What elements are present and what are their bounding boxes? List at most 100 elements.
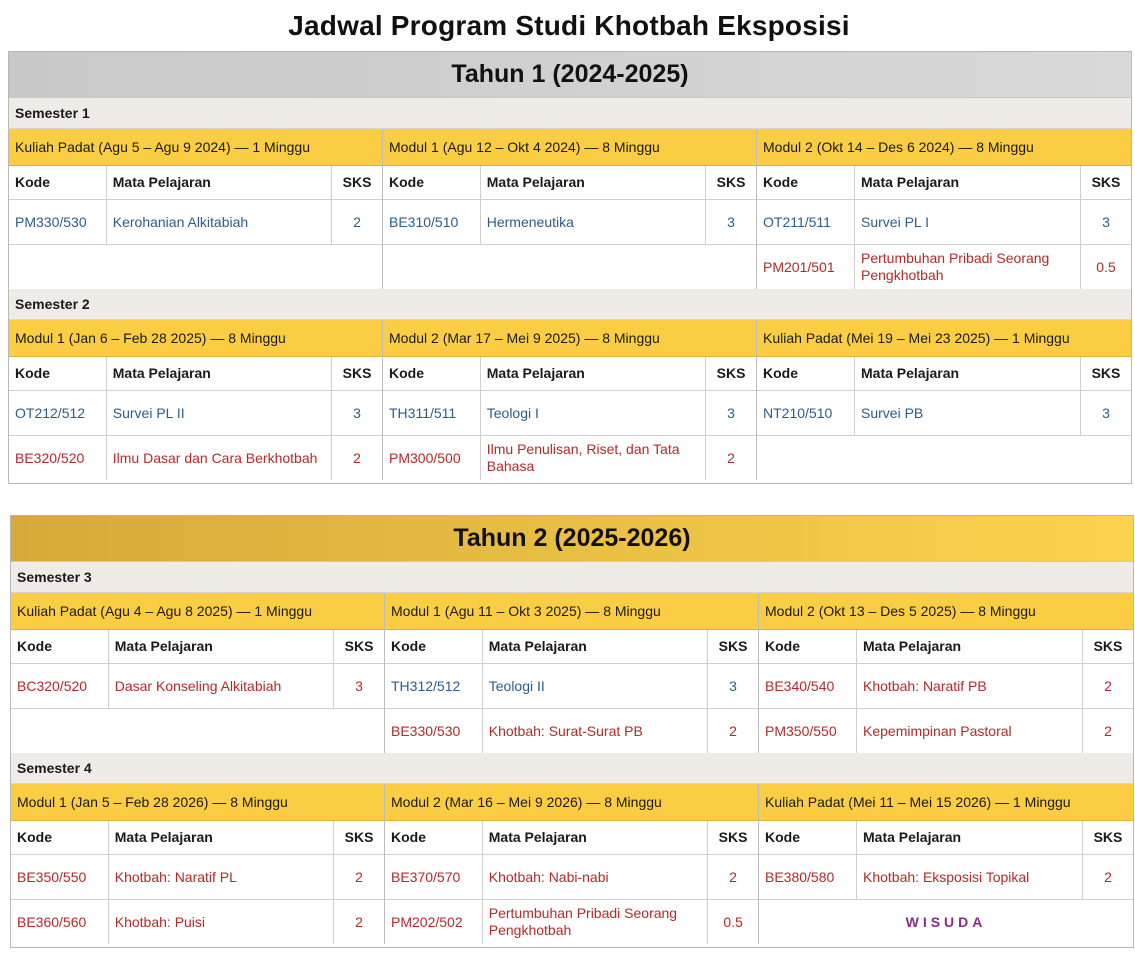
course-row: PM201/501 Pertumbuhan Pribadi Seorang Pen…	[757, 245, 1131, 289]
course-name: Survei PL I	[855, 200, 1081, 244]
course-code: BE350/550	[11, 855, 109, 899]
course-row: BE310/510 Hermeneutika 3	[383, 200, 756, 245]
course-row: BE350/550 Khotbah: Naratif PL 2	[11, 855, 384, 900]
course-name: Hermeneutika	[481, 200, 707, 244]
module-header: Modul 2 (Mar 16 – Mei 9 2026) — 8 Minggu	[385, 784, 758, 821]
course-name: Dasar Konseling Alkitabiah	[109, 664, 335, 708]
course-name: Survei PL II	[107, 391, 333, 435]
column-header-kode: Kode	[759, 630, 857, 663]
semester-label: Semester 2	[9, 289, 1131, 320]
course-row: OT211/511 Survei PL I 3	[757, 200, 1131, 245]
course-code: BC320/520	[11, 664, 109, 708]
column-header-row: Kode Mata Pelajaran SKS	[757, 357, 1131, 391]
module-column: Kuliah Padat (Mei 19 – Mei 23 2025) — 1 …	[757, 320, 1131, 480]
course-credits: 2	[729, 868, 737, 885]
course-credits: 0.5	[723, 913, 743, 930]
course-credits: 3	[1102, 213, 1110, 230]
column-header-kode: Kode	[11, 630, 109, 663]
course-credits: 2	[353, 449, 361, 466]
column-header-mata: Mata Pelajaran	[857, 821, 1083, 854]
course-name: Khotbah: Naratif PB	[857, 664, 1083, 708]
module-header: Kuliah Padat (Mei 19 – Mei 23 2025) — 1 …	[757, 320, 1131, 357]
column-header-sks: SKS	[344, 829, 374, 845]
column-header-row: Kode Mata Pelajaran SKS	[11, 821, 384, 855]
module-column: Modul 2 (Mar 17 – Mei 9 2025) — 8 Minggu…	[383, 320, 757, 480]
course-credits: 3	[727, 404, 735, 421]
semester-label: Semester 3	[11, 562, 1133, 593]
column-header-mata: Mata Pelajaran	[481, 357, 707, 390]
course-name: Khotbah: Naratif PL	[109, 855, 335, 899]
course-row: BE380/580 Khotbah: Eksposisi Topikal 2	[759, 855, 1133, 900]
module-header: Kuliah Padat (Agu 5 – Agu 9 2024) — 1 Mi…	[9, 129, 382, 166]
module-header: Modul 2 (Okt 14 – Des 6 2024) — 8 Minggu	[757, 129, 1131, 166]
column-header-sks: SKS	[342, 365, 372, 381]
semester-label: Semester 4	[11, 753, 1133, 784]
column-header-kode: Kode	[385, 630, 483, 663]
course-code: BE370/570	[385, 855, 483, 899]
module-column: Modul 1 (Agu 11 – Okt 3 2025) — 8 Minggu…	[385, 593, 759, 753]
module-column: Modul 2 (Okt 13 – Des 5 2025) — 8 Minggu…	[759, 593, 1133, 753]
column-header-mata: Mata Pelajaran	[855, 357, 1081, 390]
column-header-kode: Kode	[757, 166, 855, 199]
column-header-row: Kode Mata Pelajaran SKS	[383, 357, 756, 391]
course-code: OT211/511	[757, 200, 855, 244]
module-column: Modul 2 (Mar 16 – Mei 9 2026) — 8 Minggu…	[385, 784, 759, 944]
column-header-mata: Mata Pelajaran	[107, 166, 333, 199]
column-header-sks: SKS	[718, 638, 748, 654]
course-code: PM201/501	[757, 245, 855, 289]
column-header-row: Kode Mata Pelajaran SKS	[383, 166, 756, 200]
course-credits: 3	[353, 404, 361, 421]
course-credits: 3	[355, 677, 363, 694]
column-header-kode: Kode	[9, 357, 107, 390]
course-credits: 2	[1104, 677, 1112, 694]
semester-section: Semester 1 Kuliah Padat (Agu 5 – Agu 9 20…	[9, 98, 1131, 289]
module-column: Kuliah Padat (Mei 11 – Mei 15 2026) — 1 …	[759, 784, 1133, 944]
column-header-row: Kode Mata Pelajaran SKS	[759, 821, 1133, 855]
course-code: PM300/500	[383, 436, 481, 480]
column-header-sks: SKS	[718, 829, 748, 845]
course-code: PM330/530	[9, 200, 107, 244]
module-header: Modul 2 (Okt 13 – Des 5 2025) — 8 Minggu	[759, 593, 1133, 630]
column-header-mata: Mata Pelajaran	[857, 630, 1083, 663]
year-title: Tahun 1 (2024-2025)	[9, 52, 1131, 98]
modules-row: Modul 1 (Jan 6 – Feb 28 2025) — 8 Minggu…	[9, 320, 1131, 480]
course-row: BE340/540 Khotbah: Naratif PB 2	[759, 664, 1133, 709]
course-credits: 2	[355, 913, 363, 930]
course-code: BE320/520	[9, 436, 107, 480]
course-row: TH311/511 Teologi I 3	[383, 391, 756, 436]
column-header-kode: Kode	[757, 357, 855, 390]
module-header: Modul 2 (Mar 17 – Mei 9 2025) — 8 Minggu	[383, 320, 756, 357]
course-name: Khotbah: Nabi-nabi	[483, 855, 709, 899]
graduation-label: WISUDA	[905, 913, 987, 930]
course-row: PM300/500 Ilmu Penulisan, Riset, dan Tata…	[383, 436, 756, 480]
course-name: Kepemimpinan Pastoral	[857, 709, 1083, 753]
empty-row	[11, 709, 384, 753]
course-code: BE340/540	[759, 664, 857, 708]
column-header-mata: Mata Pelajaran	[109, 821, 335, 854]
column-header-mata: Mata Pelajaran	[483, 821, 709, 854]
year-2-block: Tahun 2 (2025-2026) Semester 3 Kuliah Pad…	[10, 515, 1134, 948]
course-credits: 3	[1102, 404, 1110, 421]
course-name: Khotbah: Eksposisi Topikal	[857, 855, 1083, 899]
course-name: Teologi II	[483, 664, 709, 708]
column-header-mata: Mata Pelajaran	[107, 357, 333, 390]
course-row: BE370/570 Khotbah: Nabi-nabi 2	[385, 855, 758, 900]
course-credits: 2	[727, 449, 735, 466]
semester-section: Semester 3 Kuliah Padat (Agu 4 – Agu 8 20…	[11, 562, 1133, 753]
course-code: BE360/560	[11, 900, 109, 944]
course-row: OT212/512 Survei PL II 3	[9, 391, 382, 436]
course-code: NT210/510	[757, 391, 855, 435]
course-row: BE360/560 Khotbah: Puisi 2	[11, 900, 384, 944]
modules-row: Kuliah Padat (Agu 4 – Agu 8 2025) — 1 Mi…	[11, 593, 1133, 753]
course-credits: 2	[355, 868, 363, 885]
course-code: OT212/512	[9, 391, 107, 435]
column-header-row: Kode Mata Pelajaran SKS	[9, 166, 382, 200]
column-header-sks: SKS	[1093, 829, 1123, 845]
course-credits: 2	[729, 722, 737, 739]
course-row: BC320/520 Dasar Konseling Alkitabiah 3	[11, 664, 384, 709]
column-header-sks: SKS	[716, 174, 746, 190]
course-row: PM330/530 Kerohanian Alkitabiah 2	[9, 200, 382, 245]
module-column: Modul 1 (Agu 12 – Okt 4 2024) — 8 Minggu…	[383, 129, 757, 289]
course-credits: 2	[1104, 722, 1112, 739]
column-header-row: Kode Mata Pelajaran SKS	[9, 357, 382, 391]
